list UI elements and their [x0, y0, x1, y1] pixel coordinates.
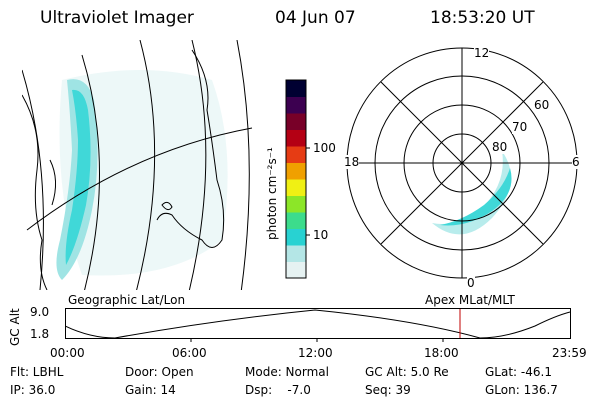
- colorbar: [285, 79, 310, 279]
- colorbar-unit-label: photon cm⁻²s⁻¹: [265, 147, 279, 240]
- geographic-map-panel: [22, 40, 253, 290]
- info-dsp: Dsp: -7.0: [245, 383, 311, 397]
- geo-panel-label: Geographic Lat/Lon: [68, 293, 186, 307]
- info-door: Door: Open: [125, 365, 194, 379]
- colorbar-swatch: [286, 113, 306, 130]
- mlt-label-12: 12: [474, 46, 490, 60]
- mlt-label-18: 18: [344, 155, 360, 169]
- meridian-line: [136, 40, 156, 290]
- image-time: 18:53:20 UT: [430, 8, 535, 28]
- instrument-title: Ultraviolet Imager: [40, 8, 194, 28]
- altitude-curve: [65, 309, 571, 339]
- timeline-plot: [65, 308, 571, 342]
- colorbar-swatch: [286, 195, 306, 213]
- timeline-y-label: GC Alt: [8, 308, 22, 346]
- info-gc-alt: GC Alt: 5.0 Re: [365, 365, 449, 379]
- colorbar-swatch: [286, 261, 306, 279]
- diffuse-emission: [59, 70, 228, 276]
- coastline-east: [156, 49, 225, 248]
- colorbar-swatch: [286, 179, 306, 196]
- polar-plot: [346, 47, 578, 279]
- latitude-line: [26, 127, 253, 231]
- coastline-west: [22, 94, 48, 290]
- colorbar-swatch: [286, 228, 306, 246]
- timeline-x-tick-0600: 06:00: [172, 346, 207, 360]
- info-glon: GLon: 136.7: [485, 383, 558, 397]
- colorbar-tick-label-100: 100: [313, 141, 336, 155]
- timeline-y-tick-top: 9.0: [30, 305, 50, 319]
- mlat-label-70: 70: [512, 120, 528, 134]
- info-gain: Gain: 14: [125, 383, 176, 397]
- polar-panel-label: Apex MLat/MLT: [425, 293, 515, 307]
- aurora-arc-core: [440, 168, 512, 226]
- info-mode: Mode: Normal: [245, 365, 329, 379]
- colorbar-swatch: [286, 80, 306, 97]
- info-filter: Flt: LBHL: [10, 365, 64, 379]
- mlt-label-6: 6: [572, 155, 580, 169]
- timeline-y-tick-bottom: 1.8: [30, 327, 50, 341]
- image-date: 04 Jun 07: [275, 8, 356, 28]
- mlat-label-80: 80: [492, 140, 508, 154]
- meridian-diag-2: [380, 81, 544, 245]
- timeline-x-tick-1200: 12:00: [298, 346, 333, 360]
- colorbar-swatch: [286, 212, 306, 229]
- colorbar-frame: [285, 79, 307, 279]
- coastline-island: [49, 159, 56, 206]
- timeline-x-tick-0000: 00:00: [50, 346, 85, 360]
- colorbar-tick-label-10: 10: [313, 228, 329, 242]
- coastline-island: [161, 201, 173, 211]
- mlat-label-60: 60: [534, 98, 550, 112]
- meridian-line: [81, 54, 100, 290]
- colorbar-swatch: [286, 129, 306, 147]
- timeline-frame: [65, 308, 571, 339]
- timeline-x-tick-2359: 23:59: [552, 346, 587, 360]
- colorbar-swatch: [286, 96, 306, 114]
- aurora-band-core: [65, 89, 91, 265]
- colorbar-swatch: [286, 162, 306, 180]
- timeline-x-tick-1800: 18:00: [424, 346, 459, 360]
- colorbar-swatch: [286, 146, 306, 163]
- colorbar-swatch: [286, 245, 306, 262]
- info-ip: IP: 36.0: [10, 383, 56, 397]
- mlt-label-0: 0: [467, 276, 475, 290]
- meridian-line: [188, 40, 207, 290]
- meridian-line: [22, 69, 44, 290]
- info-seq: Seq: 39: [365, 383, 411, 397]
- info-glat: GLat: -46.1: [485, 365, 552, 379]
- meridian-line: [236, 40, 250, 290]
